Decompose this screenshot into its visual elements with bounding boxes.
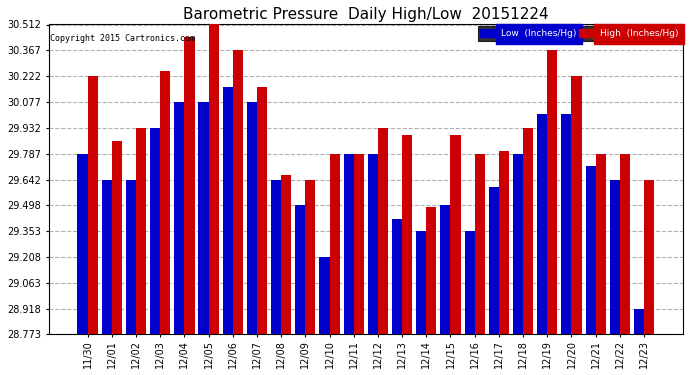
Bar	[295, 205, 306, 334]
Title: Barometric Pressure  Daily High/Low  20151224: Barometric Pressure Daily High/Low 20151…	[183, 7, 549, 22]
Bar	[620, 154, 630, 334]
Bar	[378, 128, 388, 334]
Bar	[634, 309, 644, 334]
Bar	[547, 50, 558, 334]
Bar	[464, 231, 475, 334]
Bar	[489, 187, 499, 334]
Bar	[112, 141, 122, 334]
Bar	[319, 257, 330, 334]
Bar	[610, 180, 620, 334]
Bar	[354, 154, 364, 334]
Legend: Low  (Inches/Hg), High  (Inches/Hg): Low (Inches/Hg), High (Inches/Hg)	[477, 26, 681, 41]
Bar	[440, 205, 451, 334]
Bar	[513, 154, 523, 334]
Bar	[344, 154, 354, 334]
Bar	[208, 24, 219, 334]
Bar	[523, 128, 533, 334]
Bar	[426, 207, 437, 334]
Bar	[402, 135, 412, 334]
Bar	[586, 166, 595, 334]
Bar	[88, 76, 98, 334]
Bar	[392, 219, 402, 334]
Bar	[571, 76, 582, 334]
Bar	[160, 71, 170, 334]
Bar	[126, 180, 136, 334]
Bar	[281, 174, 291, 334]
Bar	[330, 154, 339, 334]
Bar	[136, 128, 146, 334]
Bar	[595, 154, 606, 334]
Bar	[77, 154, 88, 334]
Bar	[184, 38, 195, 334]
Bar	[233, 50, 243, 334]
Bar	[451, 135, 461, 334]
Bar	[150, 128, 160, 334]
Bar	[537, 114, 547, 334]
Bar	[199, 102, 208, 334]
Bar	[368, 154, 378, 334]
Bar	[561, 114, 571, 334]
Bar	[223, 87, 233, 334]
Bar	[174, 102, 184, 334]
Bar	[644, 180, 654, 334]
Bar	[271, 180, 281, 334]
Bar	[499, 152, 509, 334]
Text: Copyright 2015 Cartronics.com: Copyright 2015 Cartronics.com	[50, 34, 195, 43]
Bar	[306, 180, 315, 334]
Bar	[475, 154, 485, 334]
Bar	[247, 102, 257, 334]
Bar	[416, 231, 426, 334]
Bar	[257, 87, 267, 334]
Bar	[101, 180, 112, 334]
